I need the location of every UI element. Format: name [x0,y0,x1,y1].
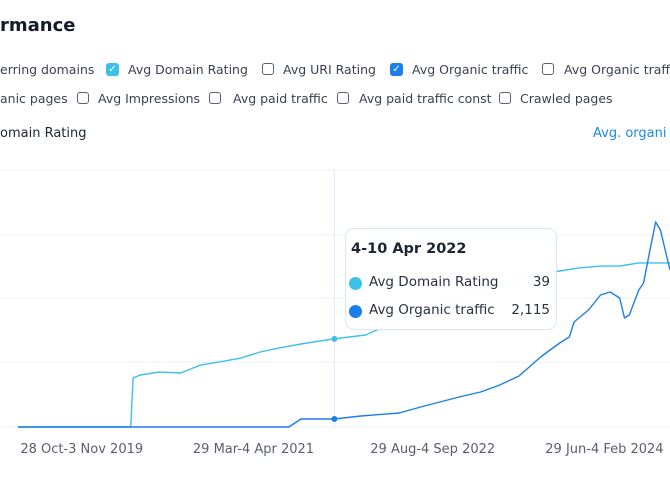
checkbox[interactable] [499,92,511,104]
option-label[interactable]: Avg paid traffic const [359,91,492,106]
right-axis-title[interactable]: Avg. organi [593,126,667,141]
checkbox[interactable] [337,92,349,104]
tooltip-row-domain-rating: Avg Domain Rating 39 [349,274,550,294]
checkbox[interactable] [542,63,554,75]
checkbox[interactable] [262,63,274,75]
tooltip-label: Avg Organic traffic [369,302,495,318]
x-tick-label: 28 Oct-3 Nov 2019 [20,442,144,457]
series-line-organic-traffic [18,221,670,428]
x-tick-label: 29 Mar-4 Apr 2021 [192,442,315,457]
option-label[interactable]: Avg Organic traffic [412,62,529,77]
tooltip-value: 39 [532,274,550,290]
option-label[interactable]: Crawled pages [520,91,613,106]
option-label[interactable]: Avg URI Rating [283,62,376,77]
checkbox[interactable]: ✓ [390,63,403,76]
option-label[interactable]: anic pages [0,91,68,106]
legend-dot-icon [349,305,362,318]
chart-tooltip: 4-10 Apr 2022 Avg Domain Rating 39 Avg O… [345,228,557,330]
checkbox[interactable] [77,92,89,104]
option-label[interactable]: erring domains [0,62,95,77]
page-title: rmance [0,15,76,36]
tooltip-value: 2,115 [511,302,550,318]
checkbox[interactable] [209,92,221,104]
legend-dot-icon [349,277,362,290]
hover-point [331,416,338,423]
option-label[interactable]: Avg paid traffic [233,91,328,106]
option-label[interactable]: Avg Impressions [98,91,201,106]
left-axis-title: omain Rating [0,126,87,141]
tooltip-label: Avg Domain Rating [369,274,499,290]
option-label[interactable]: Avg Organic traffi [564,62,670,77]
x-tick-label: 29 Jun-4 Feb 2024 [545,442,664,457]
series-line-domain-rating [18,262,670,428]
tooltip-title: 4-10 Apr 2022 [351,241,467,257]
checkbox[interactable]: ✓ [106,63,119,76]
hover-point [331,335,338,342]
x-tick-label: 29 Aug-4 Sep 2022 [370,442,496,457]
tooltip-row-organic-traffic: Avg Organic traffic 2,115 [349,302,550,322]
option-label[interactable]: Avg Domain Rating [128,62,248,77]
